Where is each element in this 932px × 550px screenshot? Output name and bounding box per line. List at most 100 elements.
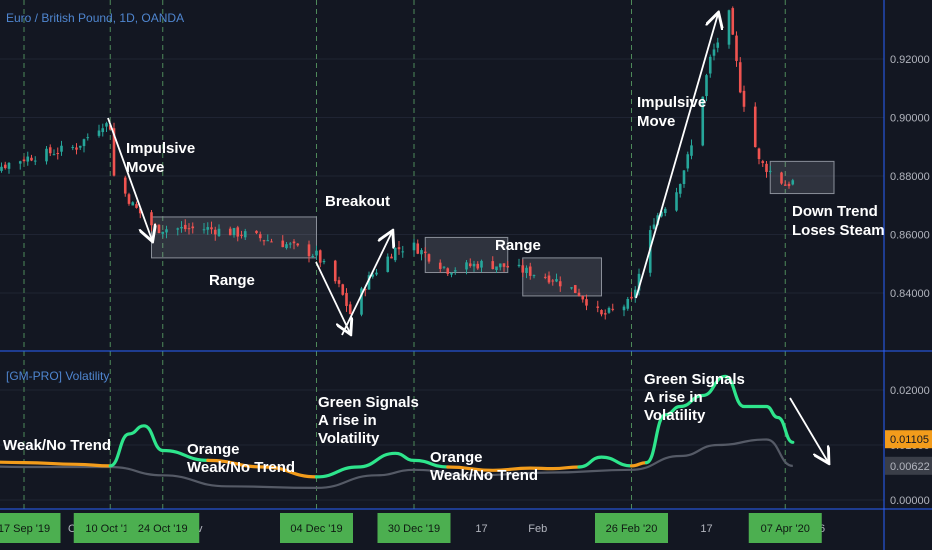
candle-body	[101, 128, 105, 133]
candle-body	[678, 184, 682, 194]
annotation-weak-no-trend: Weak/No Trend	[3, 437, 111, 454]
annotation-orange-weak-1: Orange Weak/No Trend	[187, 441, 295, 476]
candle-body	[112, 128, 116, 176]
candle-body	[75, 147, 78, 150]
candle-body	[596, 306, 600, 308]
signal-date-label: 24 Oct '19	[138, 523, 188, 535]
candle-body	[210, 227, 213, 230]
candle-body	[551, 280, 555, 282]
candle-body	[543, 276, 547, 278]
candle-body	[427, 254, 431, 262]
price-tick-label: 0.84000	[890, 288, 930, 300]
candle-body	[191, 226, 195, 229]
candle-body	[292, 241, 296, 244]
candle-body	[787, 183, 791, 187]
vol-tick-label: 0.00000	[890, 495, 930, 507]
signal-date-label: 30 Dec '19	[388, 523, 440, 535]
candle-body	[345, 292, 348, 306]
candle-body	[78, 145, 82, 148]
trend-arrow	[789, 397, 828, 462]
candle-body	[412, 242, 416, 251]
candle-body	[780, 172, 783, 184]
volatility-green-segment	[108, 424, 210, 468]
last-grey-badge	[885, 456, 932, 475]
candle-body	[465, 262, 468, 270]
candle-body	[401, 251, 405, 253]
candle-body	[393, 247, 397, 261]
candle-body	[577, 292, 581, 296]
candle-body	[180, 226, 183, 229]
last-orange-value: 0.01105	[890, 434, 929, 446]
candle-body	[735, 35, 738, 61]
candle-body	[498, 263, 502, 268]
signal-date-label: 17 Sep '19	[0, 523, 50, 535]
candle-body	[165, 229, 168, 233]
trend-arrow	[635, 14, 718, 299]
candle-body	[202, 229, 206, 231]
volatility-baseline-line	[0, 438, 794, 490]
candle-body	[307, 244, 311, 257]
candle-body	[663, 208, 667, 214]
candle-body	[753, 106, 757, 148]
candle-body	[600, 310, 603, 315]
candle-body	[390, 256, 393, 259]
time-tick-label: Feb	[528, 523, 547, 535]
candle-body	[708, 56, 712, 74]
candle-body	[442, 266, 446, 268]
vol-tick-label: 0.02000	[890, 385, 930, 397]
candle-body	[48, 147, 52, 154]
price-tick-label: 0.88000	[890, 171, 930, 183]
candle-body	[161, 231, 165, 234]
candle-body	[637, 273, 641, 291]
candle-body	[712, 49, 716, 56]
candle-body	[288, 243, 292, 245]
candle-body	[322, 260, 326, 263]
candle-body	[7, 162, 11, 169]
candle-body	[360, 288, 363, 315]
candle-body	[420, 250, 423, 255]
candle-body	[183, 224, 187, 230]
candle-body	[363, 289, 367, 291]
candle-body	[318, 250, 322, 263]
candle-body	[558, 281, 562, 287]
candle-body	[3, 164, 7, 169]
candle-body	[296, 243, 300, 246]
candle-body	[26, 156, 30, 162]
candle-body	[581, 295, 585, 300]
candle-body	[217, 228, 221, 236]
range-box	[522, 257, 602, 297]
candle-body	[630, 296, 633, 299]
candle-body	[232, 228, 236, 236]
candle-body	[371, 274, 375, 277]
candle-body	[495, 266, 498, 271]
candle-body	[738, 62, 742, 93]
signal-date-badge	[126, 513, 200, 543]
candle-body	[472, 263, 476, 267]
candle-body	[187, 228, 191, 230]
candle-body	[386, 256, 390, 272]
candle-body	[453, 270, 457, 272]
candle-body	[86, 137, 90, 139]
volatility-green-segment	[314, 451, 450, 479]
annotation-green-signals-1: Green Signals A rise in Volatility	[318, 394, 423, 447]
volatility-orange-segment	[206, 458, 319, 479]
candle-body	[450, 272, 453, 275]
candle-body	[521, 265, 525, 273]
price-tick-label: 0.90000	[890, 113, 930, 125]
candle-body	[585, 299, 588, 306]
signal-date-label: 10 Oct '19	[85, 523, 135, 535]
candle-body	[468, 263, 472, 267]
annotation-down-trend: Down Trend Loses Steam	[792, 203, 885, 239]
candle-body	[285, 244, 288, 249]
candle-body	[480, 260, 483, 268]
candle-body	[258, 234, 262, 239]
volatility-green-segment	[644, 374, 795, 465]
trend-arrow	[315, 261, 350, 333]
candle-body	[341, 284, 345, 295]
candle-body	[270, 241, 273, 243]
candle-body	[135, 204, 138, 208]
candle-body	[652, 224, 656, 229]
candle-body	[243, 231, 247, 238]
candle-body	[108, 125, 112, 130]
candle-body	[60, 145, 63, 152]
